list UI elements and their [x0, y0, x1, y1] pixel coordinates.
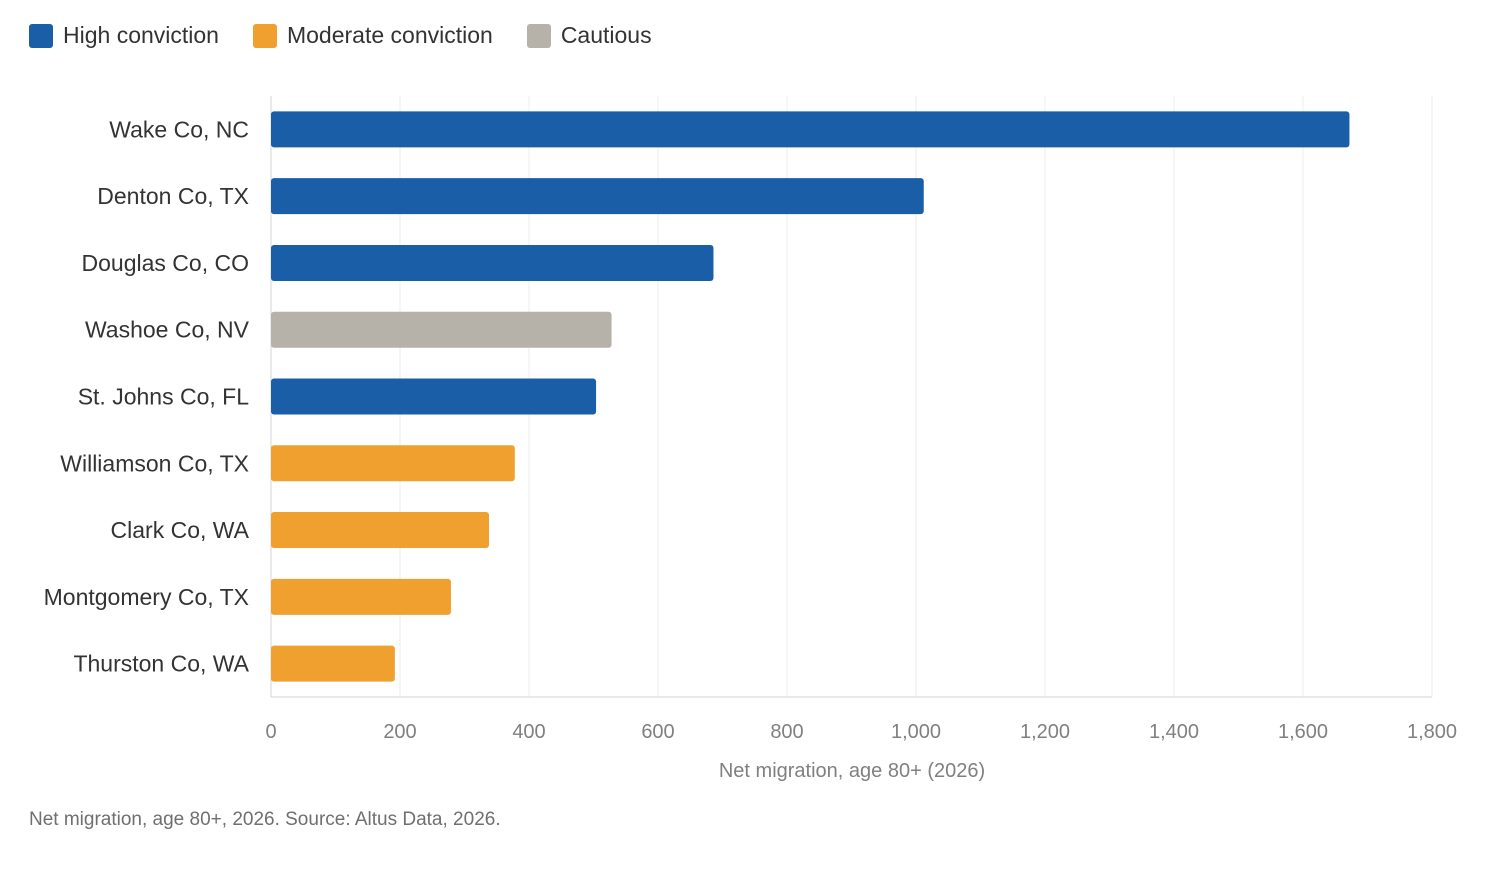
- category-label: Clark Co, WA: [111, 517, 250, 543]
- x-tick-label: 800: [770, 721, 803, 743]
- legend-item-moderate-conviction: Moderate conviction: [252, 22, 493, 49]
- legend-label-cautious: Cautious: [560, 22, 652, 48]
- legend-swatch-cautious: [526, 23, 551, 48]
- x-axis-title: Net migration, age 80+ (2026): [719, 760, 985, 782]
- x-tick-label: 1,600: [1278, 721, 1328, 743]
- chart-legend: High conviction Moderate conviction Caut…: [29, 22, 686, 49]
- bar-chart: Wake Co, NC Denton Co, TX Douglas Co, CO Wa…: [44, 96, 1457, 782]
- bar[interactable]: [271, 512, 490, 549]
- bar[interactable]: [271, 244, 714, 281]
- bar[interactable]: [271, 645, 395, 682]
- x-tick-label: 200: [383, 721, 416, 743]
- chart-caption: Net migration, age 80+, 2026. Source: Al…: [29, 809, 501, 830]
- category-label: Douglas Co, CO: [82, 250, 249, 276]
- category-label: Montgomery Co, TX: [44, 584, 249, 610]
- x-tick-label: 1,000: [891, 721, 941, 743]
- category-label: Williamson Co, TX: [60, 450, 249, 476]
- legend-label-high-conviction: High conviction: [63, 22, 219, 48]
- bars: [271, 111, 1350, 682]
- x-tick-label: 1,200: [1020, 721, 1070, 743]
- x-tick-label: 600: [641, 721, 674, 743]
- bar[interactable]: [271, 311, 612, 348]
- legend-swatch-high-conviction: [29, 23, 53, 48]
- x-tick-label: 0: [265, 721, 276, 743]
- category-labels: Wake Co, NC Denton Co, TX Douglas Co, CO Wa…: [44, 116, 250, 676]
- legend-item-high-conviction: High conviction: [29, 22, 219, 49]
- x-tick-labels: 0 200 400 600 800 1,000 1,200 1,400 1,600 1,800: [265, 721, 1457, 743]
- bar[interactable]: [271, 178, 924, 215]
- category-label: Wake Co, NC: [109, 116, 249, 142]
- legend-label-moderate-conviction: Moderate conviction: [286, 22, 493, 48]
- category-label: Washoe Co, NV: [85, 317, 250, 343]
- category-label: Denton Co, TX: [97, 183, 249, 209]
- category-label: St. Johns Co, FL: [78, 384, 250, 410]
- bar[interactable]: [271, 378, 597, 415]
- x-tick-label: 1,800: [1407, 721, 1457, 743]
- legend-swatch-moderate-conviction: [252, 23, 277, 48]
- x-tick-label: 1,400: [1149, 721, 1199, 743]
- bar[interactable]: [271, 445, 515, 482]
- x-tick-label: 400: [512, 721, 545, 743]
- category-label: Thurston Co, WA: [73, 651, 249, 677]
- bar[interactable]: [271, 111, 1350, 148]
- legend-item-cautious: Cautious: [526, 22, 652, 49]
- bar[interactable]: [271, 578, 451, 615]
